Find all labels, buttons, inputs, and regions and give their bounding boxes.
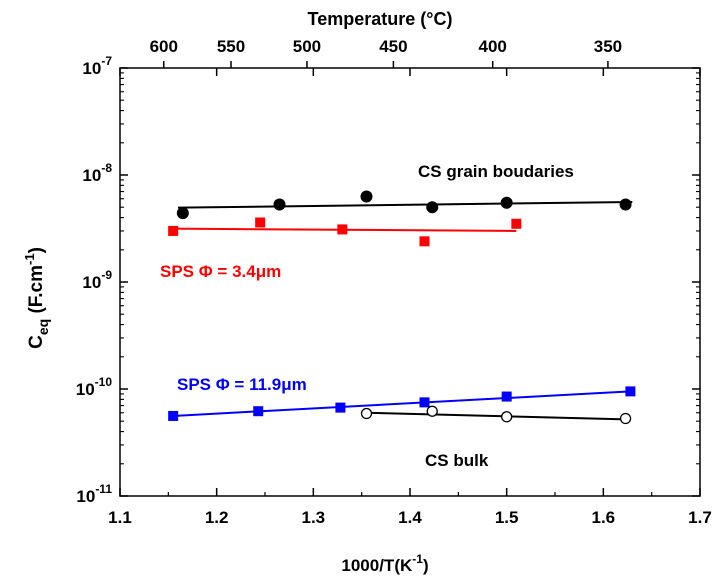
- top-axis-tick-label: 500: [293, 37, 321, 56]
- series-sps_34: [168, 217, 522, 247]
- x-axis-label-close: ): [423, 556, 429, 575]
- top-axis-title: Temperature (°C): [308, 9, 453, 29]
- y-tick-label-base: 10: [76, 487, 95, 506]
- x-tick-label: 1.1: [108, 508, 132, 527]
- y-tick-label-exponent: -8: [101, 161, 112, 175]
- y-tick-label: 10-7: [82, 54, 112, 78]
- data-point-sps_119: [625, 386, 636, 397]
- data-point-sps_34: [511, 218, 522, 229]
- top-axis-tick-label: 400: [479, 37, 507, 56]
- data-point-cs_gb: [619, 198, 632, 211]
- series-cs_gb: [176, 190, 633, 220]
- data-point-sps_119: [253, 406, 264, 417]
- y-tick-label-exponent: -10: [95, 375, 113, 389]
- data-point-sps_119: [501, 391, 512, 402]
- series-cs_bulk: [360, 405, 632, 425]
- data-point-cs_bulk: [619, 412, 632, 425]
- y-tick-label-base: 10: [82, 273, 101, 292]
- data-point-sps_34: [337, 224, 348, 235]
- x-axis-label-main: 1000/T(K: [341, 556, 413, 575]
- annotation-cs-bulk: CS bulk: [425, 451, 489, 470]
- top-axis-tick-label: 550: [217, 37, 245, 56]
- fit-line-cs_bulk: [366, 411, 626, 421]
- data-point-sps_119: [419, 397, 430, 408]
- y-tick-label-exponent: -9: [101, 268, 112, 282]
- y-tick-label-base: 10: [76, 380, 95, 399]
- y-axis-label-sup: -1: [22, 253, 37, 265]
- data-point-cs_bulk: [501, 411, 513, 423]
- x-tick-label: 1.2: [205, 508, 229, 527]
- x-axis-label-sup: -1: [412, 552, 423, 566]
- fit-line-cs_gb: [177, 200, 633, 209]
- data-point-cs_gb: [273, 198, 286, 211]
- data-point-cs_gb: [426, 201, 439, 214]
- data-point-sps_34: [255, 217, 266, 228]
- x-tick-label: 1.6: [592, 508, 616, 527]
- fit-line-sps_119: [173, 390, 631, 417]
- top-axis-tick-label: 450: [379, 37, 407, 56]
- y-tick-label: 10-8: [82, 161, 112, 185]
- data-point-cs_gb: [360, 190, 373, 203]
- data-point-cs_gb: [176, 207, 189, 220]
- data-point-sps_119: [335, 402, 346, 413]
- x-tick-label: 1.4: [398, 508, 422, 527]
- y-tick-label-exponent: -11: [95, 482, 112, 496]
- y-tick-label-base: 10: [82, 166, 101, 185]
- y-axis-label-close: ): [26, 247, 47, 253]
- series-sps_119: [168, 386, 636, 421]
- data-point-sps_119: [168, 410, 179, 421]
- data-point-cs_bulk: [426, 405, 438, 417]
- annotation-sps-3-4um: SPS Φ = 3.4μm: [160, 262, 281, 281]
- y-axis-label-sub: eq: [35, 319, 51, 335]
- x-axis-label: 1000/T(K-1): [341, 552, 428, 575]
- annotation-sps-11-9um: SPS Φ = 11.9μm: [177, 375, 307, 394]
- y-axis-label: Ceq (F.cm-1): [22, 247, 51, 349]
- top-axis-tick-label: 350: [594, 37, 622, 56]
- x-tick-label: 1.5: [495, 508, 519, 527]
- marks-layer: [168, 190, 636, 425]
- x-tick-label: 1.7: [688, 508, 712, 527]
- y-tick-label-exponent: -7: [101, 54, 112, 68]
- y-axis-label-rest: (F.cm: [26, 265, 47, 319]
- data-point-cs_gb: [500, 196, 513, 209]
- y-tick-label: 10-9: [82, 268, 112, 292]
- axes-layer: 1.1 1.2 1.3 1.4 1.5 1.6 1.7 600 550 500 450 400 350 1…: [76, 37, 712, 527]
- y-axis-label-main: C: [26, 335, 47, 349]
- data-point-cs_bulk: [360, 407, 373, 420]
- top-axis-tick-label: 600: [150, 37, 178, 56]
- y-tick-label: 10-11: [76, 482, 112, 506]
- y-axis-label-group: Ceq (F.cm-1): [22, 247, 51, 349]
- y-tick-label-base: 10: [82, 59, 101, 78]
- annotation-cs-grain-boundaries: CS grain boudaries: [418, 162, 574, 181]
- data-point-sps_34: [168, 225, 179, 236]
- y-tick-label: 10-10: [76, 375, 113, 399]
- x-tick-label: 1.3: [302, 508, 326, 527]
- data-point-sps_34: [419, 236, 430, 247]
